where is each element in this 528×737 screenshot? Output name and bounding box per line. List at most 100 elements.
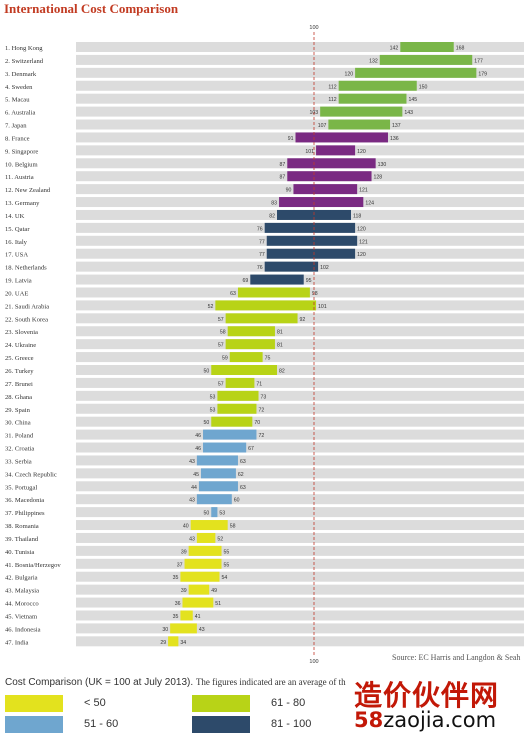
high-value-label: 102 (320, 265, 329, 271)
range-bar (266, 235, 358, 246)
row-track (76, 481, 524, 492)
row-label: 47. India (5, 639, 29, 646)
legend-swatch-under-50 (5, 695, 63, 712)
range-bar (379, 54, 473, 65)
row-label: 10. Belgium (5, 161, 38, 168)
legend-note: The figures indicated are an average of … (195, 677, 346, 687)
low-value-label: 91 (288, 136, 294, 142)
row-track (76, 390, 524, 401)
row-label: 35. Portugal (5, 484, 37, 491)
range-bar (355, 67, 477, 78)
high-value-label: 145 (408, 97, 417, 103)
row-label: 22. South Korea (5, 316, 48, 323)
high-value-label: 54 (221, 575, 227, 581)
row-track (76, 571, 524, 582)
row-label: 13. Germany (5, 200, 40, 207)
chart-title: International Cost Comparison (4, 1, 179, 16)
row-label: 34. Czech Republic (5, 471, 57, 478)
row-label: 16. Italy (5, 239, 28, 246)
high-value-label: 41 (195, 614, 201, 620)
legend-swatch-61-80 (192, 695, 250, 712)
range-bar (400, 42, 454, 52)
row-label: 41. Bosnia/Herzegov (5, 562, 61, 569)
legend-title: Cost Comparison (UK = 100 at July 2013).… (5, 677, 346, 688)
range-bar (287, 171, 372, 182)
row-track (76, 442, 524, 453)
low-value-label: 57 (218, 343, 224, 349)
range-bar (211, 507, 218, 518)
low-value-label: 107 (318, 123, 327, 129)
row-track (76, 636, 524, 647)
row-label: 4. Sweden (5, 84, 33, 91)
row-track (76, 352, 524, 363)
range-bar (180, 610, 193, 621)
row-label: 43. Malaysia (5, 588, 39, 595)
range-bar (198, 481, 238, 492)
row-track (76, 80, 524, 91)
range-bar (170, 623, 197, 634)
high-value-label: 150 (419, 84, 428, 90)
range-bar (190, 520, 228, 531)
row-label: 46. Indonesia (5, 626, 41, 633)
row-track (76, 145, 524, 156)
high-value-label: 177 (474, 58, 483, 64)
range-bar (225, 313, 298, 324)
high-value-label: 121 (359, 188, 368, 194)
high-value-label: 82 (279, 369, 285, 375)
low-value-label: 44 (191, 485, 197, 491)
high-value-label: 55 (224, 562, 230, 568)
low-value-label: 35 (173, 614, 179, 620)
high-value-label: 143 (404, 110, 413, 116)
row-track (76, 67, 524, 78)
high-value-label: 67 (248, 446, 254, 452)
range-bar (264, 261, 319, 272)
row-track (76, 403, 524, 414)
low-value-label: 30 (162, 627, 168, 633)
high-value-label: 34 (180, 640, 186, 646)
legend-label-81-100: 81 - 100 (271, 718, 312, 730)
row-label: 8. France (5, 135, 30, 142)
high-value-label: 120 (357, 252, 366, 258)
row-label: 12. New Zealand (5, 187, 51, 194)
high-value-label: 137 (392, 123, 401, 129)
high-value-label: 130 (378, 162, 387, 168)
high-value-label: 70 (254, 420, 260, 426)
row-track (76, 507, 524, 518)
low-value-label: 90 (286, 188, 292, 194)
row-label: 9. Singapore (5, 148, 38, 155)
row-track (76, 532, 524, 543)
legend-swatch-81-100 (192, 716, 250, 733)
high-value-label: 75 (265, 356, 271, 362)
high-value-label: 81 (277, 343, 283, 349)
row-label: 2. Switzerland (5, 58, 44, 65)
row-track (76, 42, 524, 52)
range-bar (320, 106, 403, 117)
low-value-label: 29 (160, 640, 166, 646)
legend-label-61-80: 61 - 80 (271, 697, 306, 709)
high-value-label: 98 (312, 291, 318, 297)
range-bar (217, 403, 257, 414)
range-bar (225, 339, 275, 350)
range-bar (279, 197, 364, 208)
row-track (76, 494, 524, 505)
row-track (76, 339, 524, 350)
range-bar (200, 468, 236, 479)
row-label: 40. Tunisia (5, 549, 34, 556)
range-bar (203, 442, 247, 453)
high-value-label: 62 (238, 472, 244, 478)
low-value-label: 50 (203, 511, 209, 517)
low-value-label: 53 (210, 394, 216, 400)
source-note: Source: EC Harris and Langdon & Seah (392, 653, 521, 662)
row-label: 25. Greece (5, 355, 34, 362)
reference-label-bottom: 100 (309, 659, 318, 665)
low-value-label: 43 (189, 498, 195, 504)
row-label: 20. UAE (5, 290, 28, 297)
high-value-label: 63 (240, 459, 246, 465)
row-track (76, 54, 524, 65)
high-value-label: 53 (219, 511, 225, 517)
low-value-label: 50 (203, 369, 209, 375)
high-value-label: 120 (357, 226, 366, 232)
low-value-label: 57 (218, 317, 224, 323)
row-label: 27. Brunei (5, 381, 33, 388)
watermark-url-prefix: 58 (354, 708, 384, 732)
